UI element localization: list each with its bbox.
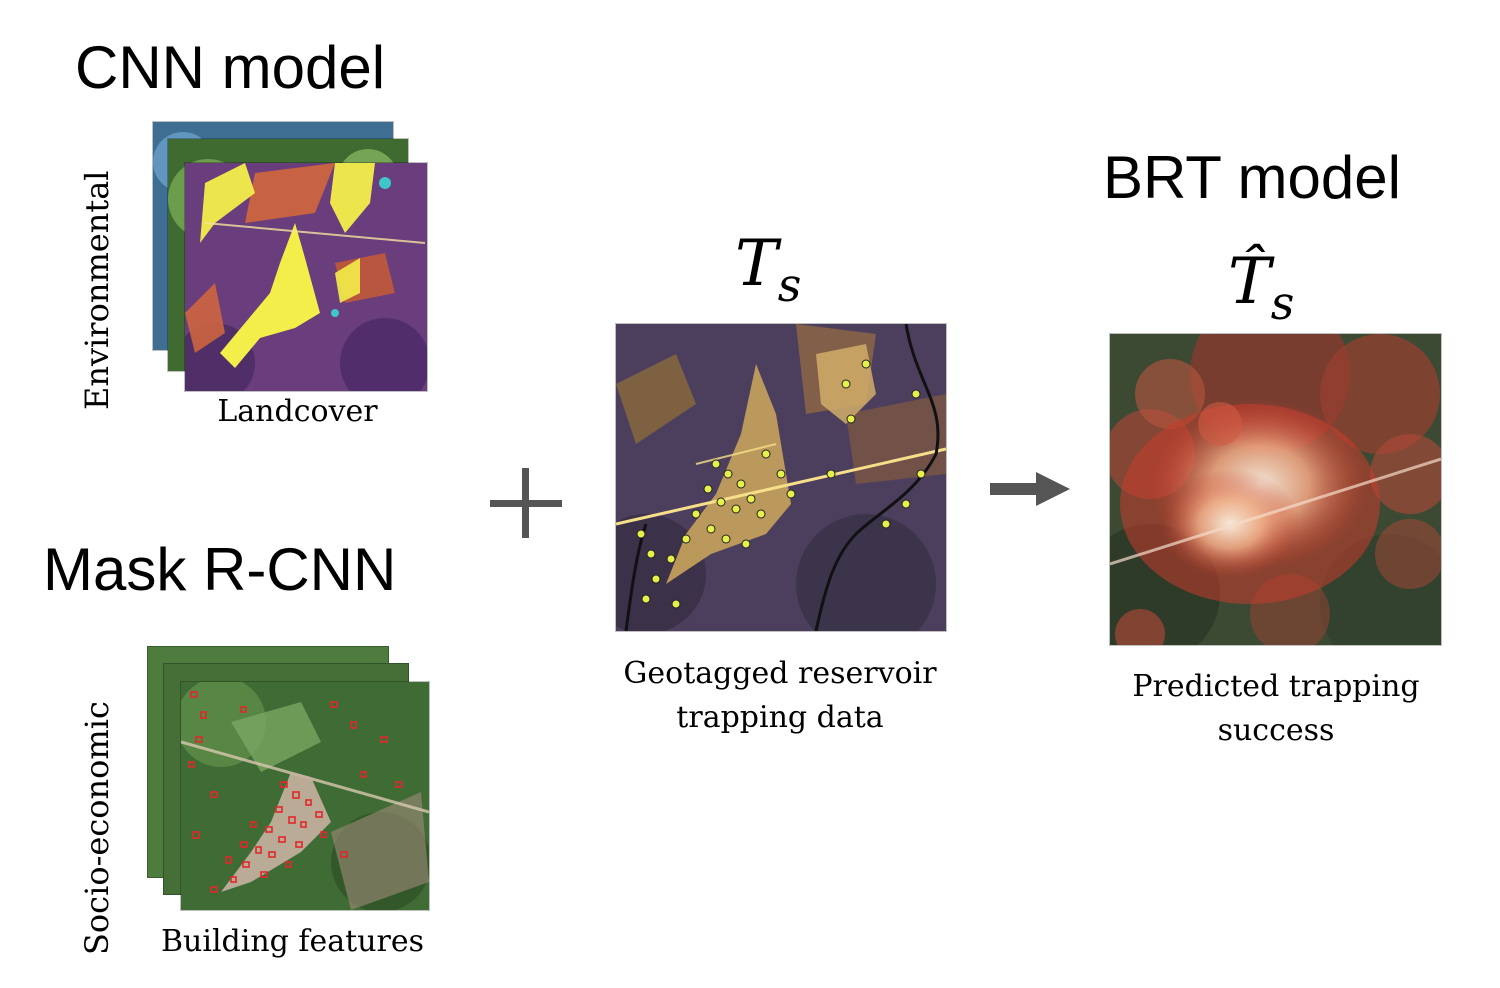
landcover-layer-stack xyxy=(152,121,428,392)
landcover-map-image xyxy=(184,162,428,392)
trapping-symbol-letter: T xyxy=(735,227,778,301)
brt-caption-line-1: Predicted trapping xyxy=(1132,669,1420,704)
socio-economic-label: Socio-economic xyxy=(78,701,116,955)
predicted-success-caption: Predicted trapping success xyxy=(1100,665,1452,753)
brt-symbol-letter: T̂ xyxy=(1228,245,1271,319)
brt-model-title: BRT model xyxy=(1103,144,1401,211)
predicted-success-image xyxy=(1109,333,1442,646)
building-features-image xyxy=(180,681,430,911)
trapping-caption-line-1: Geotagged reservoir xyxy=(623,656,937,691)
right-arrow-icon xyxy=(990,472,1070,506)
environmental-label: Environmental xyxy=(78,170,116,410)
trapping-symbol: Ts xyxy=(735,232,801,308)
mask-rcnn-title: Mask R-CNN xyxy=(43,536,397,603)
landcover-caption: Landcover xyxy=(217,394,378,429)
trapping-symbol-subscript: s xyxy=(777,258,802,312)
brt-symbol: T̂s xyxy=(1228,250,1294,326)
brt-symbol-subscript: s xyxy=(1270,276,1295,330)
plus-icon xyxy=(490,468,562,538)
cnn-model-title: CNN model xyxy=(75,34,386,101)
building-features-caption: Building features xyxy=(160,924,425,959)
building-feature-stack xyxy=(147,646,430,912)
trapping-data-caption: Geotagged reservoir trapping data xyxy=(600,652,960,740)
trapping-data-image xyxy=(615,323,947,632)
trapping-caption-line-2: trapping data xyxy=(676,700,884,735)
brt-caption-line-2: success xyxy=(1217,713,1335,748)
